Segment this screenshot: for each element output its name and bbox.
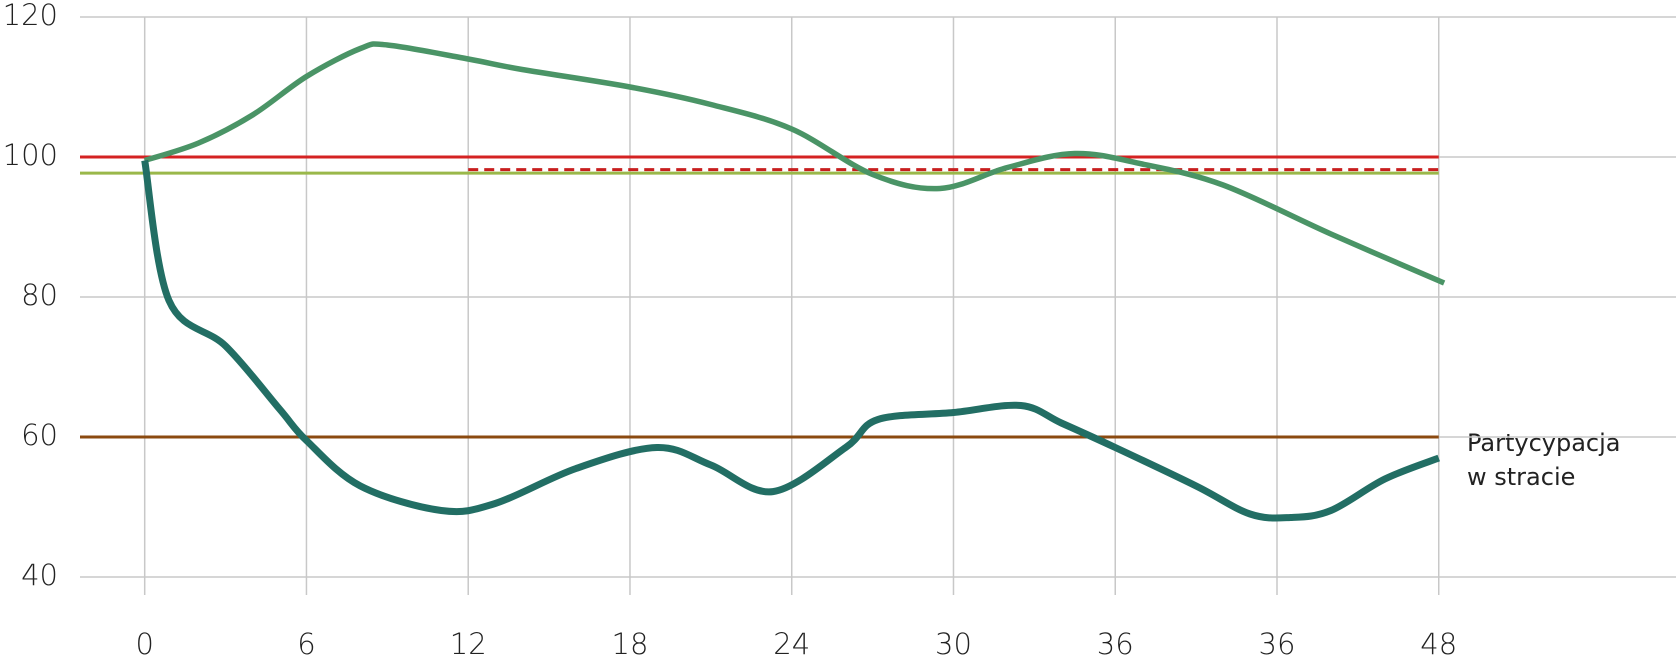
x-tick-label: 18 (612, 627, 649, 659)
line-series (143, 41, 1446, 286)
x-tick-label: 30 (935, 627, 972, 659)
annotation: w stracie (1467, 463, 1575, 491)
x-tick-label: 0 (135, 627, 153, 659)
y-tick-label: 120 (3, 0, 58, 32)
x-tick-label: 36 (1097, 627, 1134, 659)
y-tick-label: 80 (21, 278, 58, 312)
y-tick-label: 40 (21, 558, 58, 592)
x-tick-label: 24 (773, 627, 810, 659)
x-tick-label: 12 (450, 627, 487, 659)
annotation: Partycypacja (1467, 429, 1621, 457)
y-tick-label: 100 (3, 138, 58, 172)
y-tick-label: 60 (21, 418, 58, 452)
x-tick-label: 6 (297, 627, 315, 659)
x-tick-label: 48 (1420, 627, 1457, 659)
x-tick-label: 36 (1259, 627, 1296, 659)
line-series (141, 159, 1441, 522)
